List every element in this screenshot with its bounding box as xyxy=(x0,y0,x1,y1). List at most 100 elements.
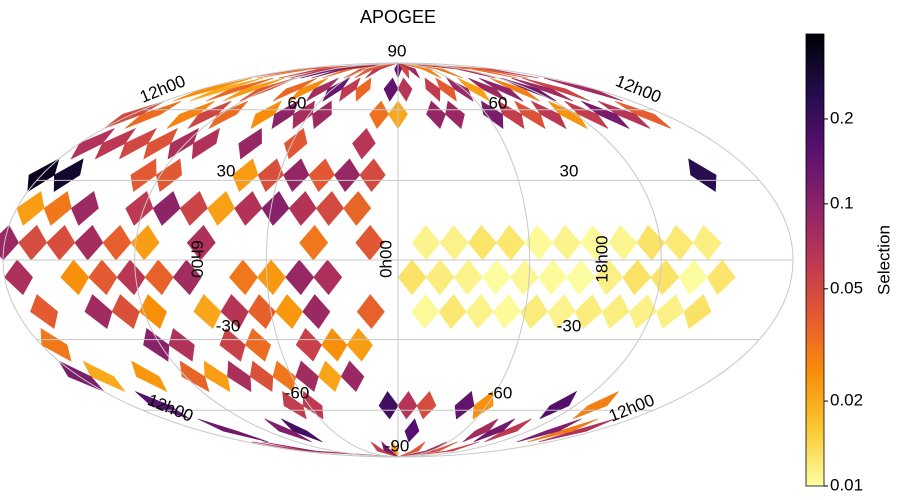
lat-label-60: 60 xyxy=(489,93,508,112)
selection-cell xyxy=(43,190,72,226)
selection-cell xyxy=(538,418,615,443)
selection-cell xyxy=(53,158,84,193)
selection-cell xyxy=(678,259,708,296)
selection-cell xyxy=(135,391,190,420)
selection-cell xyxy=(445,100,465,130)
selection-cell xyxy=(283,158,310,192)
selection-cell xyxy=(359,158,386,192)
selection-cell xyxy=(234,191,263,226)
selection-cell xyxy=(352,128,376,160)
meridian-line xyxy=(397,62,662,458)
selection-cell xyxy=(168,327,195,362)
selection-cell xyxy=(321,328,348,362)
selection-cell xyxy=(688,158,717,193)
selection-cell xyxy=(692,224,722,261)
selection-cell xyxy=(302,390,324,420)
selection-cell xyxy=(144,259,174,296)
selection-cell xyxy=(608,224,638,261)
selection-cell xyxy=(4,259,33,296)
selection-cell xyxy=(481,259,511,296)
selection-cell xyxy=(249,360,274,393)
selection-cell xyxy=(285,259,315,296)
selection-cell xyxy=(70,128,115,160)
selection-cell xyxy=(425,259,455,296)
selection-cell xyxy=(378,390,399,420)
selection-cell xyxy=(288,191,317,226)
selection-cell xyxy=(102,224,132,261)
selection-cell xyxy=(74,224,104,261)
colorbar-tick-label: 0.02 xyxy=(830,391,863,410)
selection-cell xyxy=(457,77,490,102)
lat-label-minus-60: -60 xyxy=(285,383,310,402)
lat-label-60: 60 xyxy=(288,93,307,112)
selection-cell xyxy=(543,77,624,102)
selection-cell xyxy=(489,77,540,102)
selection-cell xyxy=(207,191,235,226)
selection-cell xyxy=(193,294,222,329)
selection-cell xyxy=(424,77,441,102)
selection-cell xyxy=(383,77,399,102)
selection-cell xyxy=(283,127,308,160)
selection-cell xyxy=(203,360,231,393)
selection-cell xyxy=(472,390,494,420)
selection-cell xyxy=(511,77,574,102)
chart-title: APOGEE xyxy=(360,7,436,27)
selection-cell xyxy=(272,77,318,102)
selection-cell xyxy=(397,259,427,296)
selection-cell xyxy=(467,224,497,261)
selection-cell xyxy=(229,259,258,296)
selection-cell xyxy=(46,224,76,261)
selection-cell xyxy=(435,77,457,102)
selection-cell xyxy=(439,224,469,261)
selection-cell xyxy=(539,390,578,420)
selection-cell xyxy=(468,77,507,102)
colorbar: 0.01 0.02 0.05 0.1 0.2 Selection xyxy=(805,33,893,494)
selection-cell xyxy=(82,360,126,393)
selection-cell xyxy=(650,259,680,296)
selection-cell xyxy=(397,62,442,79)
selection-cell xyxy=(547,294,576,329)
lat-label-30: 30 xyxy=(217,161,236,180)
lon-label-18h00: 18h00 xyxy=(592,235,611,282)
selection-cell xyxy=(118,127,158,160)
selection-cell xyxy=(125,191,154,226)
selection-cell xyxy=(522,77,590,102)
selection-cell xyxy=(70,190,99,226)
selection-cell xyxy=(622,259,652,296)
lat-label-30: 30 xyxy=(560,161,579,180)
selection-cell xyxy=(404,418,420,443)
selection-cell xyxy=(191,127,220,160)
selection-cell xyxy=(346,328,373,362)
meridian-line xyxy=(397,62,531,458)
selection-cell xyxy=(426,100,446,130)
lat-label-90: 90 xyxy=(388,41,407,60)
selection-cell xyxy=(143,127,179,160)
selection-cell xyxy=(322,77,351,102)
selection-cell xyxy=(496,224,525,261)
selection-cell xyxy=(574,294,603,329)
selection-cell xyxy=(60,259,90,296)
selection-cell xyxy=(257,259,286,296)
selection-cell xyxy=(566,259,596,296)
selection-cell xyxy=(343,191,372,226)
selection-cell xyxy=(299,224,329,261)
selection-cell xyxy=(462,418,499,443)
selection-cell xyxy=(295,328,322,362)
selection-cell xyxy=(152,191,181,226)
selection-cell xyxy=(222,77,285,102)
selection-cell xyxy=(261,191,290,226)
selection-cell xyxy=(295,360,319,393)
colorbar-tick-label: 0.01 xyxy=(830,475,863,494)
selection-cell xyxy=(315,191,344,226)
selection-cell xyxy=(264,418,312,443)
selection-cell xyxy=(172,259,202,296)
selection-cell xyxy=(116,259,146,296)
selection-cell xyxy=(601,294,630,329)
lat-label-minus-90: -90 xyxy=(385,436,410,455)
colorbar-tick-label: 0.1 xyxy=(830,193,854,212)
graticule xyxy=(2,62,794,458)
meridian-line xyxy=(134,62,399,458)
selection-cell xyxy=(281,418,323,443)
selection-cell xyxy=(244,327,272,362)
selection-cell xyxy=(275,294,304,329)
